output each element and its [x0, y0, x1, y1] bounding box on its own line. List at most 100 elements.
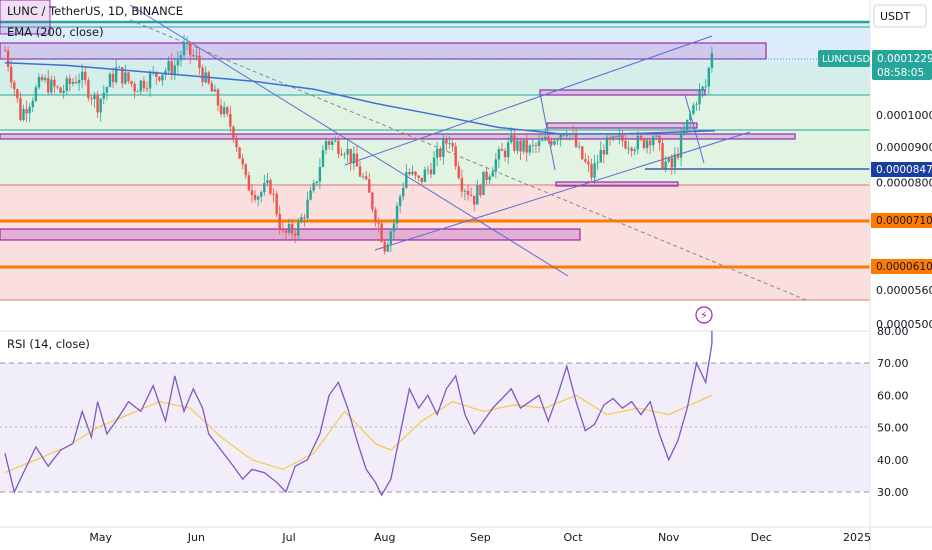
candle-body — [222, 107, 226, 115]
candle-body — [473, 195, 476, 205]
candle-body — [491, 171, 494, 177]
candle-body — [59, 87, 62, 93]
time-tick-label: Aug — [374, 531, 395, 544]
rsi-legend[interactable]: RSI (14, close) — [7, 337, 90, 351]
candle-body — [500, 149, 504, 151]
candle-body — [361, 176, 365, 178]
ema-200-line — [4, 62, 716, 135]
rsi-tick-label: 40.00 — [877, 454, 909, 467]
candle-body — [537, 140, 541, 146]
candle-body — [148, 73, 152, 89]
candle-body — [3, 50, 7, 52]
candle-body — [287, 224, 291, 233]
candle-body — [615, 136, 618, 138]
candle-body — [28, 107, 31, 114]
upper-box-1[interactable] — [539, 89, 706, 96]
candle-body — [565, 134, 569, 136]
candles — [3, 34, 714, 255]
time-tick-label: 2025 — [843, 531, 871, 544]
candle-body — [364, 176, 368, 180]
candle-body — [331, 141, 334, 145]
candle-body — [540, 140, 544, 142]
candle-body — [43, 77, 47, 81]
candle-body — [90, 97, 93, 100]
candle-body — [182, 42, 186, 56]
candle-body — [343, 154, 346, 156]
candle-body — [670, 157, 673, 168]
candle-body — [605, 137, 609, 155]
price-tick-label: 0.00008000 — [876, 176, 932, 189]
candle-body — [602, 150, 606, 155]
candle-body — [185, 42, 189, 44]
candle-body — [371, 192, 374, 210]
supply-zone-box[interactable] — [0, 42, 767, 60]
candle-body — [142, 80, 146, 89]
candle-body — [435, 148, 439, 158]
rsi-tick-label: 70.00 — [877, 357, 909, 370]
candle-body — [133, 83, 136, 92]
candle-body — [506, 142, 510, 158]
candle-body — [247, 175, 251, 191]
rsi-axis[interactable]: 80.00 70.00 60.00 50.00 40.00 30.00 — [877, 325, 909, 499]
candle-body — [300, 217, 303, 223]
candle-body — [525, 140, 528, 153]
candle-body — [429, 169, 433, 175]
candle-body — [346, 148, 349, 155]
candle-body — [655, 135, 658, 137]
candle-body — [213, 89, 217, 92]
candle-body — [479, 185, 482, 196]
candle-body — [531, 144, 535, 146]
svg-text:0.00012296: 0.00012296 — [877, 53, 932, 65]
price-axis[interactable]: 0.00010000 0.00009000 0.00008000 0.00005600… — [876, 109, 932, 331]
candle-body — [312, 183, 315, 191]
candle-body — [423, 169, 427, 182]
candle-body — [198, 55, 201, 69]
candle-body — [303, 217, 306, 219]
candle-body — [84, 71, 87, 81]
candle-body — [439, 148, 442, 157]
candle-body — [96, 94, 99, 113]
mid-zone-box[interactable] — [0, 133, 796, 140]
candle-body — [40, 77, 44, 81]
candle-body — [19, 98, 22, 121]
dashed-trendline — [129, 19, 807, 301]
time-tick-label: Jun — [187, 531, 205, 544]
candle-body — [352, 153, 356, 164]
candle-body — [170, 61, 173, 74]
candle-body — [99, 98, 102, 113]
currency-button[interactable]: USDT — [873, 4, 927, 28]
candle-body — [102, 92, 105, 99]
candle-body — [469, 194, 473, 196]
rsi-tick-label: 60.00 — [877, 389, 909, 402]
lower-box[interactable] — [555, 181, 679, 187]
candle-body — [127, 72, 130, 82]
time-axis[interactable]: May Jun Jul Aug Sep Oct Nov Dec 2025 — [89, 531, 871, 544]
event-marker[interactable]: ⚡ — [695, 306, 713, 324]
candle-body — [411, 171, 414, 175]
candle-body — [195, 55, 198, 57]
candle-body — [398, 196, 402, 206]
upper-box-2[interactable] — [546, 122, 698, 129]
top-left-box[interactable] — [0, 0, 51, 35]
candle-body — [405, 172, 408, 188]
symbol-title[interactable]: LUNC / TetherUS, 1D, BINANCE — [7, 4, 183, 18]
ema-legend[interactable]: EMA (200, close) — [7, 25, 104, 39]
candle-body — [630, 148, 633, 152]
candle-body — [593, 163, 596, 178]
candle-body — [590, 164, 593, 178]
candle-body — [562, 134, 565, 136]
candle-body — [633, 149, 636, 152]
candle-body — [167, 61, 170, 71]
candle-body — [6, 50, 10, 67]
candle-body — [306, 199, 309, 219]
candle-body — [47, 77, 50, 93]
candle-body — [577, 146, 581, 148]
svg-text:08:58:05: 08:58:05 — [877, 67, 924, 79]
candle-body — [293, 233, 297, 236]
candle-body — [219, 105, 223, 115]
candle-body — [65, 78, 68, 91]
candle-body — [497, 149, 501, 160]
time-tick-label: Sep — [470, 531, 491, 544]
